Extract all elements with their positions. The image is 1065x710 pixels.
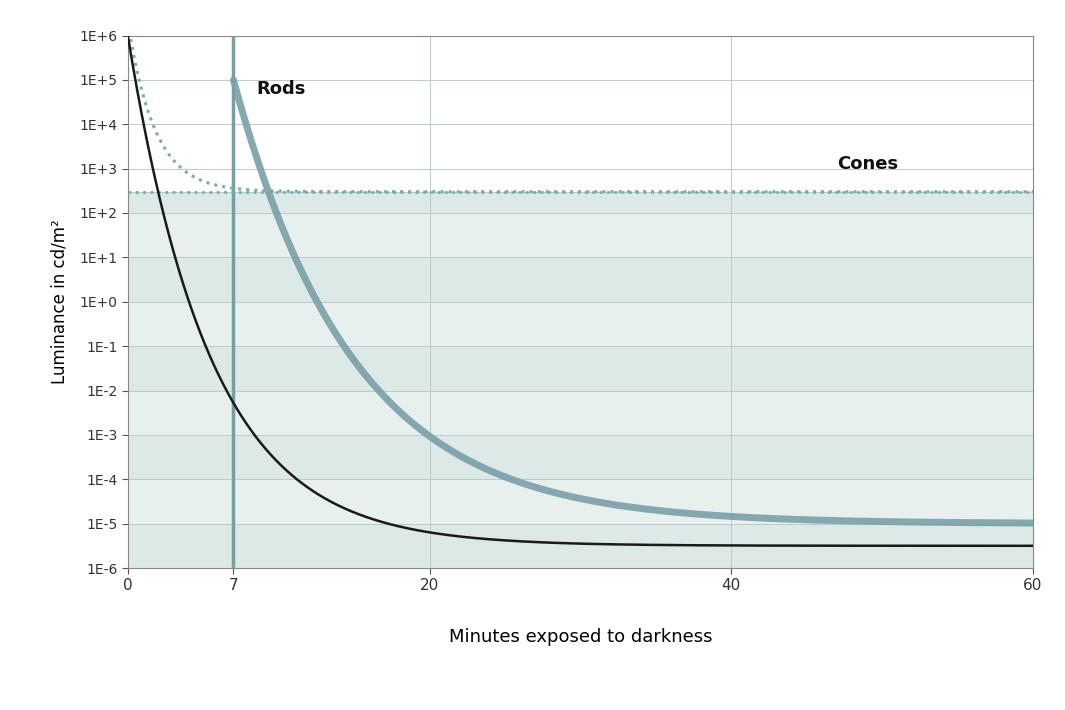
Text: Cones: Cones bbox=[837, 155, 898, 173]
Bar bbox=[128, 524, 1033, 568]
Bar bbox=[128, 302, 1033, 346]
X-axis label: Minutes exposed to darkness: Minutes exposed to darkness bbox=[448, 628, 712, 646]
Bar bbox=[128, 192, 1033, 213]
Bar bbox=[128, 257, 1033, 302]
Y-axis label: Luminance in cd/m²: Luminance in cd/m² bbox=[50, 219, 68, 384]
Bar bbox=[128, 391, 1033, 435]
Text: Rods: Rods bbox=[256, 80, 306, 98]
Bar bbox=[128, 346, 1033, 390]
Bar bbox=[128, 479, 1033, 524]
Bar bbox=[128, 213, 1033, 257]
Bar bbox=[128, 435, 1033, 479]
